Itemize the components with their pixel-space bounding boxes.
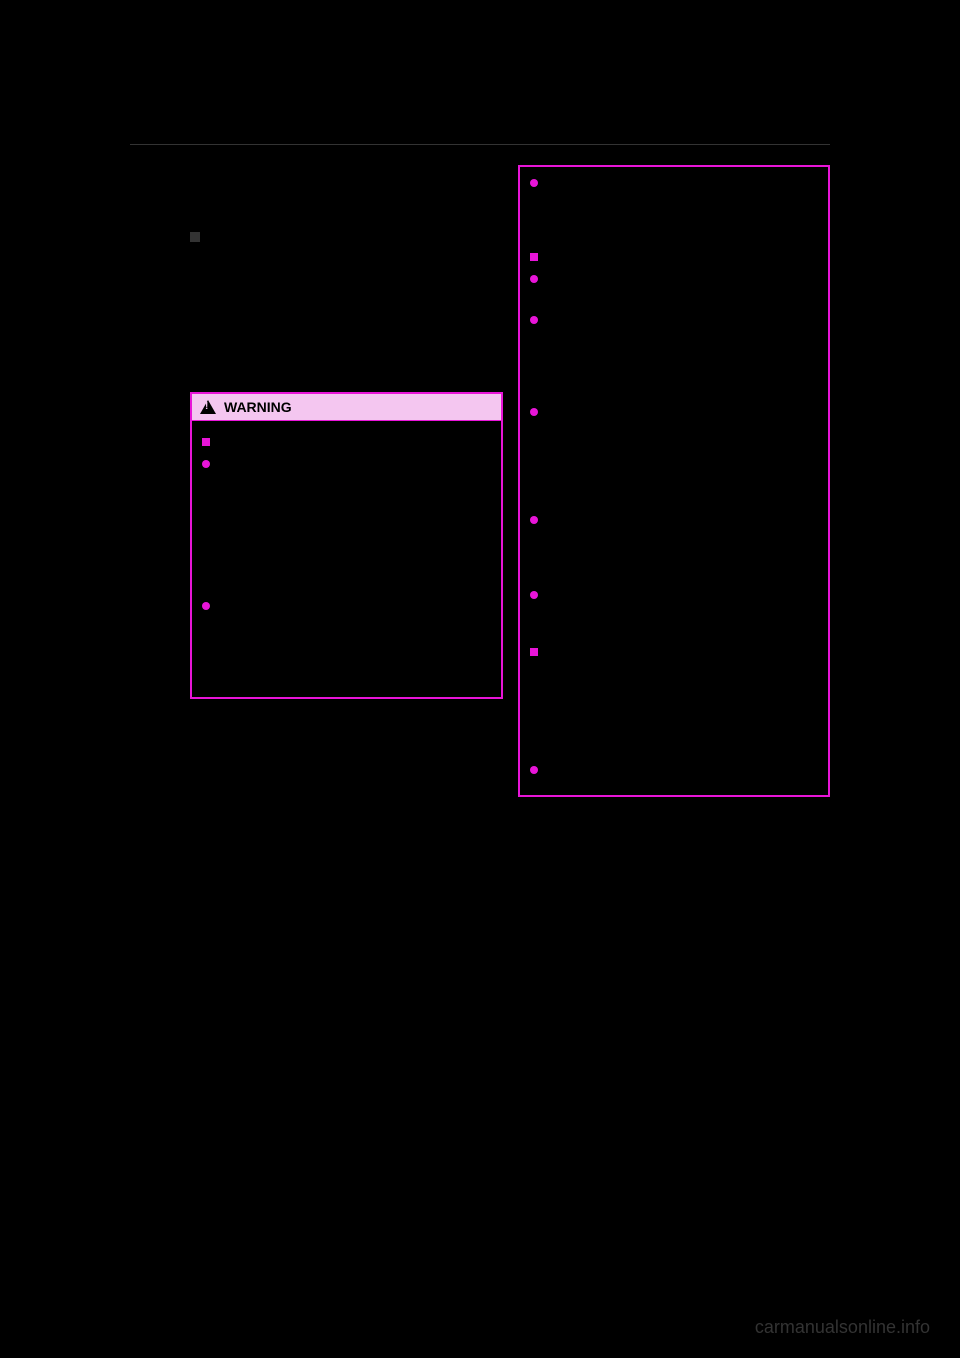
bullet-icon	[530, 316, 538, 324]
bullet-icon	[530, 516, 538, 524]
warning-header: WARNING	[192, 394, 501, 421]
bullet-text: Roads where there may be pedestrians, bi…	[544, 762, 819, 779]
bullet-text: Before using cruise control, check that …	[544, 312, 819, 395]
warning-subhead-text: To avoid inadvertent cruise control	[543, 250, 742, 267]
watermark: carmanualsonline.info	[755, 1317, 930, 1338]
subheading-text: Vehicle conditions under which system ma…	[206, 229, 503, 259]
warning-subhead-right1: To avoid inadvertent cruise control	[530, 250, 819, 267]
bullet-item: Do not use when it is raining, snowing o…	[202, 598, 491, 681]
bullet-icon	[530, 591, 538, 599]
bullet-item: Appropriately control the set speed of c…	[530, 175, 819, 242]
warning-para-right: Do not use the dynamic radar cruise cont…	[530, 683, 819, 752]
warning-triangle-icon	[200, 400, 216, 414]
bullet-text: Keep the cruise control switch off when …	[544, 271, 819, 304]
bullet-item: Switch the cruise control off using the …	[530, 512, 819, 579]
bullet-icon	[530, 275, 538, 283]
bullet-icon	[202, 460, 210, 468]
bullet-text: Even though there is no preceding vehicl…	[544, 404, 819, 504]
bullet-item: Do not overly rely on cruise control. Be…	[202, 456, 491, 589]
bullet-item: Roads where there may be pedestrians, bi…	[530, 762, 819, 779]
warning-subhead-left: Limitations of cruise control	[202, 435, 491, 452]
warning-subhead-text: Situations in which the dynamic radar cr…	[543, 645, 819, 680]
paragraph-conditions: In certain vehicle conditions or when dr…	[190, 269, 503, 377]
warning-label: WARNING	[224, 399, 292, 415]
bullet-icon	[530, 408, 538, 416]
warning-box-left: WARNING Limitations of cruise control Do…	[190, 392, 503, 699]
bullet-text: Appropriately control the set speed of c…	[544, 175, 819, 242]
subheading-conditions: Vehicle conditions under which system ma…	[190, 229, 503, 259]
bullet-item: Even though there is no preceding vehicl…	[530, 404, 819, 504]
bullet-icon	[202, 602, 210, 610]
bullet-text: Do not use when it is raining, snowing o…	[216, 598, 491, 681]
bullet-text: Switch the cruise control off using the …	[544, 512, 819, 579]
bullet-icon	[530, 179, 538, 187]
intro-text: driver to take their own appropriate mea…	[190, 165, 503, 219]
page-number: 202	[130, 115, 160, 136]
bullet-item: Keep the cruise control switch off when …	[530, 271, 819, 304]
bullet-item: Pay attention to the surroundings in kee…	[530, 587, 819, 637]
bullet-text: Do not overly rely on cruise control. Be…	[216, 456, 491, 589]
chapter-title: 4-5. Using the driving support systems	[592, 118, 830, 134]
bullet-text: Pay attention to the surroundings in kee…	[544, 587, 819, 637]
bullet-icon	[530, 766, 538, 774]
bullet-item: Before using cruise control, check that …	[530, 312, 819, 395]
warning-subhead-right2: Situations in which the dynamic radar cr…	[530, 645, 819, 680]
warning-subhead-text: Limitations of cruise control	[215, 435, 376, 452]
warning-box-right: Appropriately control the set speed of c…	[518, 165, 831, 797]
